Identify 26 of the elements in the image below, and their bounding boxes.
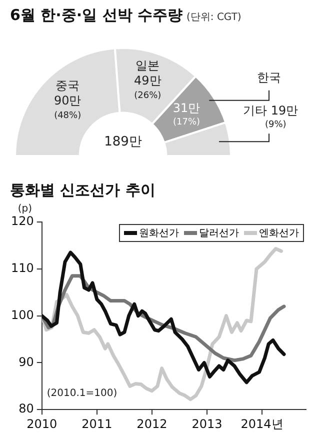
slice-label: 기타 19만 (9%) — [243, 104, 298, 130]
x-tick-label: 2013 — [192, 416, 222, 431]
y-tick-label: 110 — [11, 261, 34, 276]
legend-label: 엔화선가 — [259, 227, 299, 240]
y-axis-title: (p) — [18, 204, 32, 215]
data-label: 49만 (26%) — [134, 74, 162, 101]
legend-label: 달러선가 — [199, 227, 239, 240]
data-label: 31만 (17%) — [172, 101, 200, 128]
slice-label: 일본 — [136, 58, 160, 73]
x-tick-label: 2012 — [136, 416, 168, 431]
text: 189만 — [104, 134, 142, 150]
annotation: (2010.1=100) — [46, 388, 118, 400]
slice-label: 한국 — [257, 70, 281, 84]
y-tick-label: 120 — [11, 214, 34, 228]
chart-title: 통화별 신조선가 추이 — [10, 181, 156, 200]
chart-title: 6월 한·중·일 선박 수주량 — [10, 6, 182, 24]
legend-label: 원화선가 — [139, 227, 179, 240]
x-tick-label: 2010 — [26, 416, 58, 431]
y-tick-label: 80 — [18, 402, 34, 416]
x-tick-label: 2011 — [82, 416, 112, 431]
y-tick-label: 90 — [18, 354, 34, 369]
slice-label: 중국 — [56, 78, 80, 93]
data-label: 90만 (48%) — [54, 94, 82, 121]
y-tick-label: 100 — [11, 308, 34, 322]
x-tick-label: 2014년 — [240, 416, 284, 431]
chart-subtitle: (단위: CGT) — [186, 12, 242, 23]
